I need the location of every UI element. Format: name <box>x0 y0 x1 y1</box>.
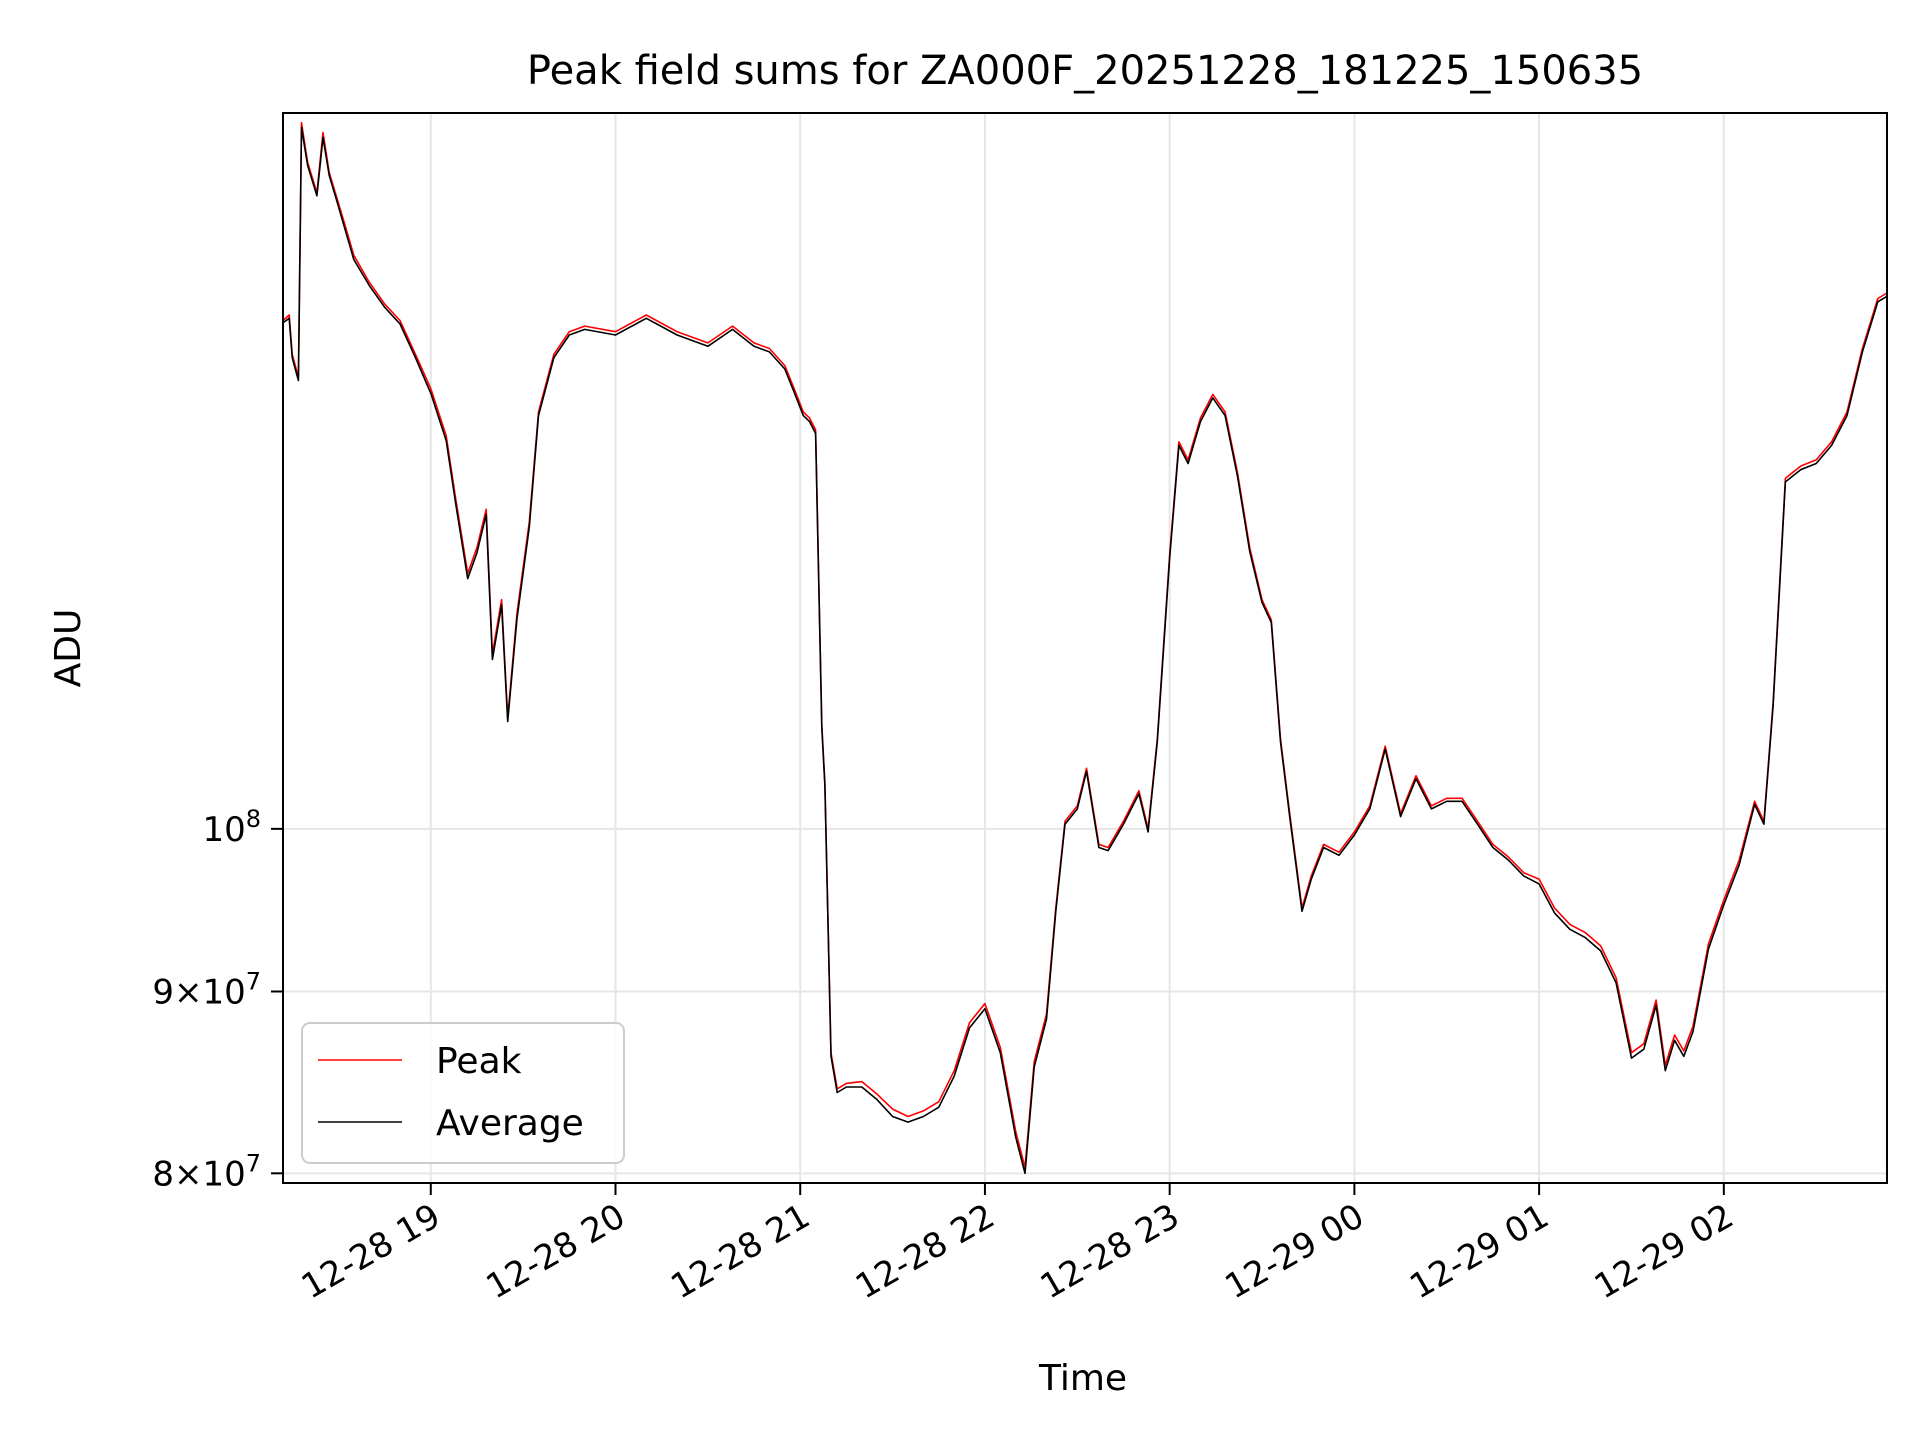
series-line-average <box>283 126 1887 1175</box>
plot-frame <box>282 112 1888 1184</box>
chart-title: Peak field sums for ZA000F_20251228_1812… <box>527 48 1643 94</box>
series-layer <box>283 121 1887 1175</box>
y-tick-exponent: 7 <box>246 968 261 996</box>
y-tick-exponent: 8 <box>246 805 261 833</box>
y-tick-exponent: 7 <box>246 1149 261 1177</box>
y-tick-label: 8×107 <box>152 1149 261 1194</box>
legend-label-peak: Peak <box>436 1041 522 1082</box>
y-axis-label: ADU <box>48 609 89 688</box>
series-line-peak <box>283 121 1887 1169</box>
y-tick-base: 8×10 <box>152 1154 245 1194</box>
y-tick-label: 108 <box>202 805 261 850</box>
legend: Peak Average <box>301 1022 625 1164</box>
y-tick-base: 10 <box>202 810 245 850</box>
y-tick-label: 9×107 <box>152 968 261 1013</box>
x-axis-label: Time <box>1038 1358 1127 1399</box>
legend-label-average: Average <box>436 1103 584 1144</box>
legend-frame <box>301 1022 625 1164</box>
y-tick-base: 9×10 <box>152 973 245 1013</box>
